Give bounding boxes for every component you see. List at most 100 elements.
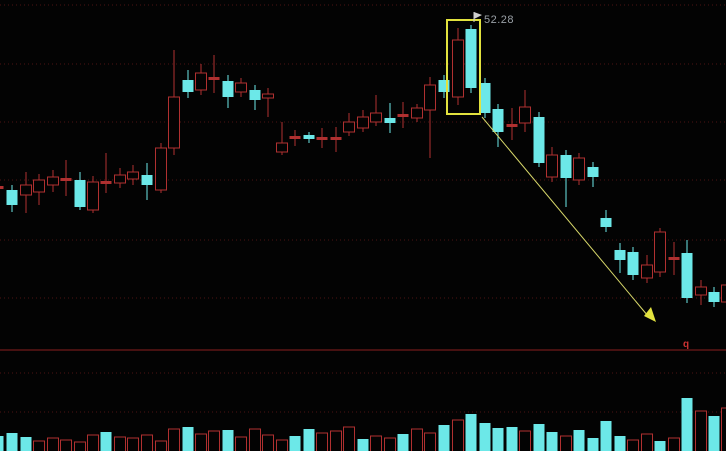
volume-bar xyxy=(249,428,261,451)
candle-body xyxy=(695,286,707,296)
candle-body xyxy=(276,142,288,153)
volume-bar xyxy=(614,436,626,451)
candle-body xyxy=(33,179,45,193)
volume-bar xyxy=(587,438,599,451)
candle-body xyxy=(641,264,653,279)
volume-bar xyxy=(74,441,86,451)
volume-bar xyxy=(47,437,59,451)
volume-bar xyxy=(20,437,32,451)
trend-arrow-line xyxy=(481,116,649,317)
candle-body xyxy=(114,174,126,184)
candle-body xyxy=(168,96,180,149)
volume-bar xyxy=(708,416,720,451)
volume-bar xyxy=(155,440,167,451)
volume-bar xyxy=(506,427,518,451)
volume-bar xyxy=(195,433,207,451)
volume-bar xyxy=(654,441,666,451)
candle-body xyxy=(47,176,59,186)
volume-layer xyxy=(0,398,726,451)
volume-bar xyxy=(411,428,423,451)
volume-bar xyxy=(573,430,585,451)
volume-bar xyxy=(87,434,99,451)
volume-bar xyxy=(357,439,369,451)
candle-body xyxy=(492,109,504,132)
volume-bar xyxy=(60,439,72,451)
candle-body xyxy=(370,112,382,123)
candle-body xyxy=(6,190,18,205)
candle-body xyxy=(182,80,194,92)
volume-bar xyxy=(695,410,707,451)
candle-body xyxy=(303,135,315,139)
candle-body xyxy=(708,292,720,302)
candle-body xyxy=(560,155,572,178)
candle-body xyxy=(262,93,274,99)
candle-body xyxy=(600,218,612,227)
candle-body xyxy=(479,83,491,113)
candle-body xyxy=(195,72,207,91)
volume-bar xyxy=(600,421,612,451)
volume-bar xyxy=(330,430,342,451)
candle-body xyxy=(519,106,531,124)
volume-bar xyxy=(492,428,504,451)
candle-body xyxy=(74,180,86,207)
volume-bar xyxy=(262,434,274,451)
candle-body xyxy=(127,171,139,180)
candle-body xyxy=(587,167,599,177)
volume-bar xyxy=(289,436,301,451)
volume-bar xyxy=(343,426,355,451)
candle-body xyxy=(411,107,423,119)
volume-bar xyxy=(681,398,693,451)
volume-bar xyxy=(33,440,45,451)
volume-bar xyxy=(127,437,139,451)
volume-bar xyxy=(114,436,126,451)
candle-body xyxy=(424,84,436,111)
volume-bar xyxy=(533,424,545,451)
volume-bar xyxy=(721,407,726,451)
candle-body xyxy=(87,181,99,211)
volume-bar xyxy=(627,439,639,451)
volume-bar xyxy=(0,436,4,451)
grid-layer xyxy=(0,4,726,413)
candle-body xyxy=(141,175,153,185)
volume-bar xyxy=(6,433,18,451)
volume-bar xyxy=(100,432,112,451)
peak-flag-icon xyxy=(474,12,482,19)
candle-body xyxy=(222,81,234,97)
volume-bar xyxy=(397,434,409,451)
volume-bar xyxy=(208,430,220,451)
volume-bar xyxy=(519,430,531,451)
candle-body xyxy=(384,118,396,123)
candle-body xyxy=(235,82,247,93)
candle-body xyxy=(681,253,693,298)
volume-bar xyxy=(276,439,288,451)
candle-layer xyxy=(0,25,726,307)
volume-bar xyxy=(168,428,180,451)
volume-bar xyxy=(370,435,382,451)
volume-bar xyxy=(546,432,558,451)
volume-bar xyxy=(641,433,653,451)
candle-body xyxy=(627,252,639,275)
volume-bar xyxy=(479,423,491,451)
candle-body xyxy=(721,284,726,303)
candle-body xyxy=(249,90,261,100)
volume-bar xyxy=(235,436,247,451)
candle-body xyxy=(452,39,464,98)
highlight-box xyxy=(446,19,481,115)
candle-body xyxy=(573,157,585,181)
volume-bar xyxy=(222,430,234,451)
volume-bar xyxy=(182,427,194,451)
candle-body xyxy=(546,154,558,178)
volume-bar xyxy=(668,437,680,451)
candle-body xyxy=(533,117,545,163)
candle-body xyxy=(438,80,450,92)
candle-body xyxy=(155,147,167,191)
candle-body xyxy=(343,121,355,133)
volume-bar xyxy=(465,414,477,451)
bottom-marker-label: q xyxy=(683,339,690,350)
volume-bar xyxy=(303,429,315,451)
annotation-layer xyxy=(446,12,656,322)
candle-body xyxy=(357,116,369,129)
candle-body xyxy=(465,29,477,88)
